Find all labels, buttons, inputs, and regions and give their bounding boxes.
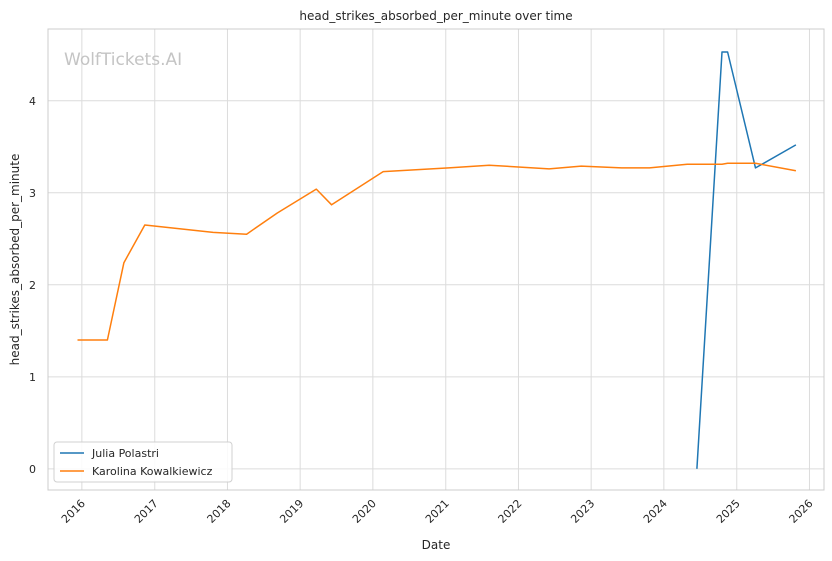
legend-entry: Julia Polastri bbox=[91, 447, 159, 460]
plot-background bbox=[48, 29, 824, 490]
watermark: WolfTickets.AI bbox=[64, 50, 182, 70]
x-tick-label: 2023 bbox=[568, 497, 597, 526]
legend: Julia Polastri Karolina Kowalkiewicz bbox=[53, 441, 233, 483]
y-tick-label: 3 bbox=[29, 187, 36, 200]
x-tick-label: 2025 bbox=[714, 497, 743, 526]
series-line-julia-polastri bbox=[696, 51, 797, 469]
series-layer bbox=[77, 51, 797, 469]
x-tick-label: 2020 bbox=[350, 497, 379, 526]
x-tick-label: 2016 bbox=[59, 497, 88, 526]
x-tick-label: 2026 bbox=[787, 497, 816, 526]
y-axis-label: head_strikes_absorbed_per_minute bbox=[8, 154, 22, 366]
x-tick-label: 2021 bbox=[423, 497, 452, 526]
chart-title: head_strikes_absorbed_per_minute over ti… bbox=[299, 9, 572, 23]
legend-box bbox=[53, 441, 233, 483]
y-tick-label: 4 bbox=[29, 95, 36, 108]
series-line-karolina-kowalkiewicz bbox=[77, 162, 797, 341]
x-tick-label: 2019 bbox=[277, 497, 306, 526]
x-tick-label: 2017 bbox=[132, 497, 161, 526]
plot-frame bbox=[47, 28, 825, 491]
y-tick-labels: 0 1 2 3 4 bbox=[29, 95, 36, 476]
legend-entry: Karolina Kowalkiewicz bbox=[92, 465, 213, 478]
x-tick-labels: 2016 2017 2018 2019 2020 2021 2022 2023 2024 2025… bbox=[59, 497, 816, 526]
y-tick-label: 0 bbox=[29, 463, 36, 476]
x-tick-label: 2024 bbox=[641, 497, 670, 526]
y-tick-label: 1 bbox=[29, 371, 36, 384]
x-tick-label: 2022 bbox=[496, 497, 525, 526]
y-tick-label: 2 bbox=[29, 279, 36, 292]
x-tick-label: 2018 bbox=[205, 497, 234, 526]
x-axis-label: Date bbox=[422, 538, 451, 552]
